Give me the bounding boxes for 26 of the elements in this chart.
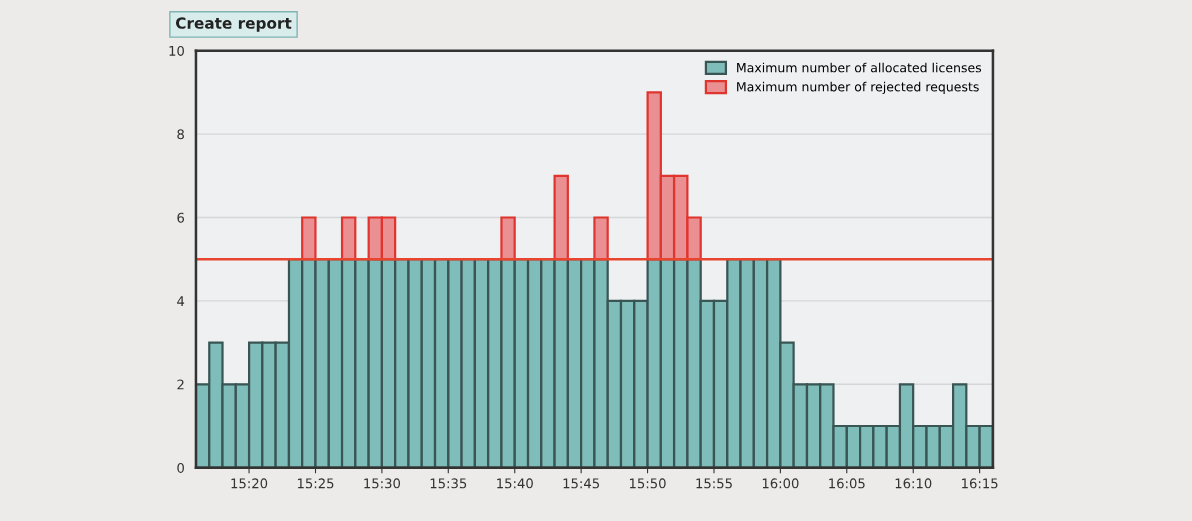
x-tick-label: 16:05 (829, 478, 865, 489)
legend-label: Maximum number of rejected requests (737, 81, 979, 94)
x-tick-label: 15:50 (629, 478, 666, 489)
x-tick-label: 15:25 (297, 478, 334, 489)
x-tick-label: 16:15 (962, 478, 998, 489)
y-tick-label: 2 (177, 379, 184, 390)
x-tick-label: 15:35 (430, 478, 467, 489)
x-tick-label: 15:40 (497, 478, 533, 489)
bar (553, 174, 569, 261)
x-tick-label: 15:45 (563, 478, 599, 489)
x-tick-label: 16:10 (895, 478, 932, 489)
x-tick-label: 15:55 (696, 478, 732, 489)
bar (593, 216, 609, 261)
y-tick-label: 6 (177, 212, 185, 223)
y-tick-label: 0 (177, 462, 184, 473)
bar (301, 216, 317, 261)
bar (500, 216, 516, 261)
y-tick-label: 8 (177, 129, 184, 140)
x-tick-label: 15:30 (364, 478, 401, 489)
y-tick-label: 10 (169, 45, 184, 56)
y-tick-label: 4 (177, 296, 185, 306)
text: Create report (175, 17, 292, 32)
bar (340, 216, 357, 261)
legend-label: Maximum number of allocated licenses (737, 62, 982, 73)
x-tick-label: 16:00 (762, 478, 799, 489)
x-tick-label: 15:20 (231, 478, 268, 489)
